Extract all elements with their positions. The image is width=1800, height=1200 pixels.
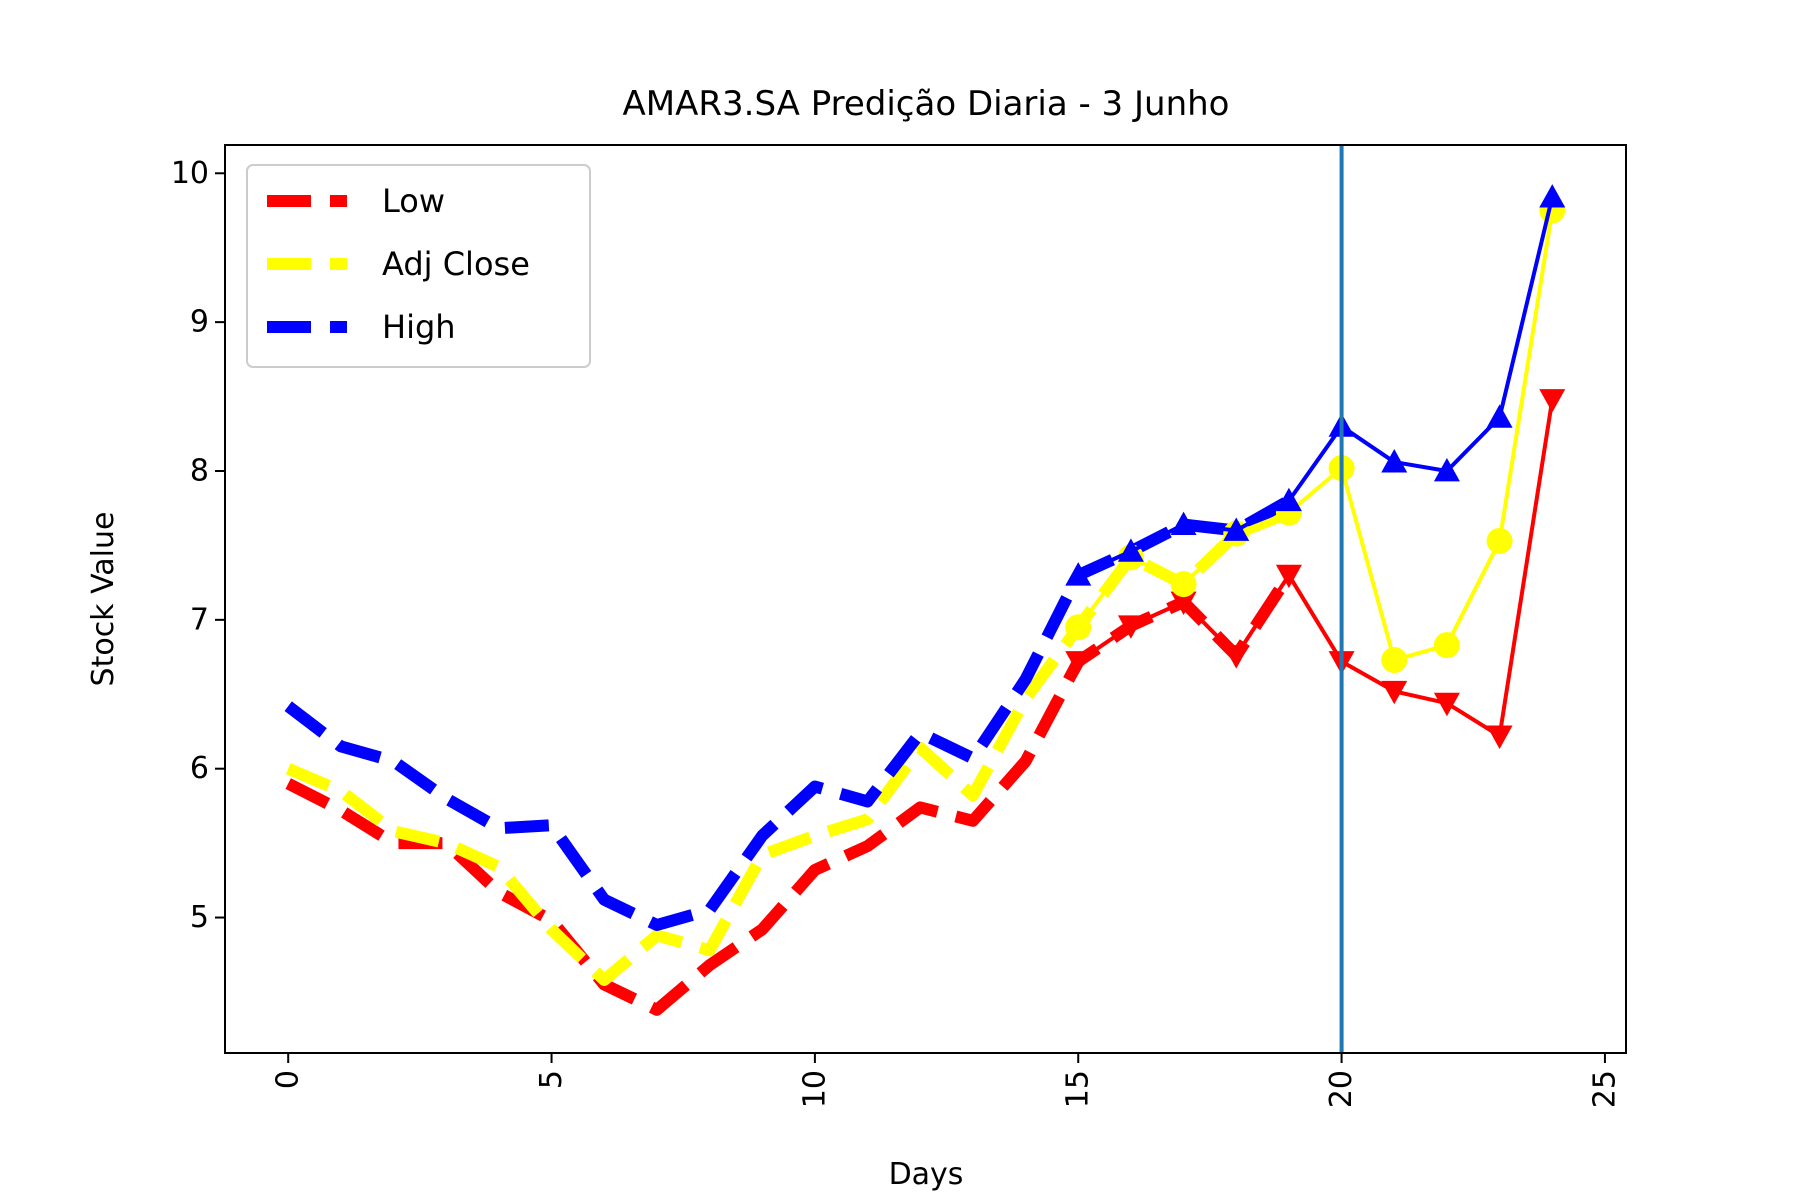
data-point-2-2 <box>1170 511 1197 535</box>
data-point-1-6 <box>1381 647 1408 674</box>
y-tick-label: 6 <box>190 751 209 786</box>
plot-layer <box>284 145 1566 1053</box>
x-tick-label: 0 <box>271 1070 306 1089</box>
data-point-2-9 <box>1539 184 1566 208</box>
y-tick-label: 5 <box>190 900 209 935</box>
chart-title: AMAR3.SA Predição Diaria - 3 Junho <box>623 84 1230 124</box>
plot-frame <box>224 144 1627 1054</box>
data-point-1-0 <box>1065 614 1092 641</box>
y-tick-label: 8 <box>190 453 209 488</box>
series-line-prediction-0 <box>1077 399 1555 738</box>
data-point-2-1 <box>1117 538 1144 562</box>
data-point-2-4 <box>1275 487 1302 512</box>
x-tick-label: 20 <box>1324 1070 1359 1108</box>
x-axis-label: Days <box>889 1157 964 1192</box>
data-point-0-4 <box>1275 564 1302 589</box>
x-tick-label: 25 <box>1587 1070 1622 1108</box>
y-axis-label: Stock Value <box>86 512 121 687</box>
data-point-2-7 <box>1433 457 1460 482</box>
data-point-2-3 <box>1223 517 1250 541</box>
data-point-0-9 <box>1539 389 1566 413</box>
y-tick-label: 7 <box>190 602 209 637</box>
series-line-prediction-2 <box>1077 196 1555 578</box>
series-line-historical-2 <box>284 495 1292 931</box>
legend-label-0: Low <box>382 182 445 220</box>
x-tick-label: 15 <box>1061 1070 1096 1108</box>
data-point-0-8 <box>1486 725 1513 749</box>
legend-box <box>246 164 591 368</box>
x-tick-label: 10 <box>797 1070 832 1108</box>
legend-label-2: High <box>382 308 456 346</box>
data-point-0-2 <box>1170 591 1197 615</box>
y-axis: 5 6 7 8 9 10 <box>171 156 225 935</box>
x-tick-label: 5 <box>534 1070 569 1089</box>
data-point-0-7 <box>1433 692 1460 717</box>
data-point-1-8 <box>1486 527 1513 554</box>
data-point-1-7 <box>1433 632 1460 659</box>
data-point-2-6 <box>1381 449 1408 473</box>
legend: Low Adj Close High <box>246 164 591 368</box>
data-point-0-6 <box>1381 680 1408 705</box>
data-point-0-3 <box>1223 645 1250 669</box>
data-point-0-0 <box>1065 651 1092 675</box>
data-point-2-0 <box>1065 562 1092 586</box>
legend-label-1: Adj Close <box>382 245 530 283</box>
data-point-0-1 <box>1117 615 1144 639</box>
series-line-prediction-1 <box>1076 210 1555 663</box>
data-point-1-2 <box>1170 571 1197 598</box>
data-point-2-8 <box>1486 404 1513 428</box>
y-tick-label: 10 <box>171 156 209 191</box>
y-tick-label: 9 <box>190 305 209 340</box>
x-axis: 0 5 10 15 20 25 <box>271 1053 1622 1108</box>
